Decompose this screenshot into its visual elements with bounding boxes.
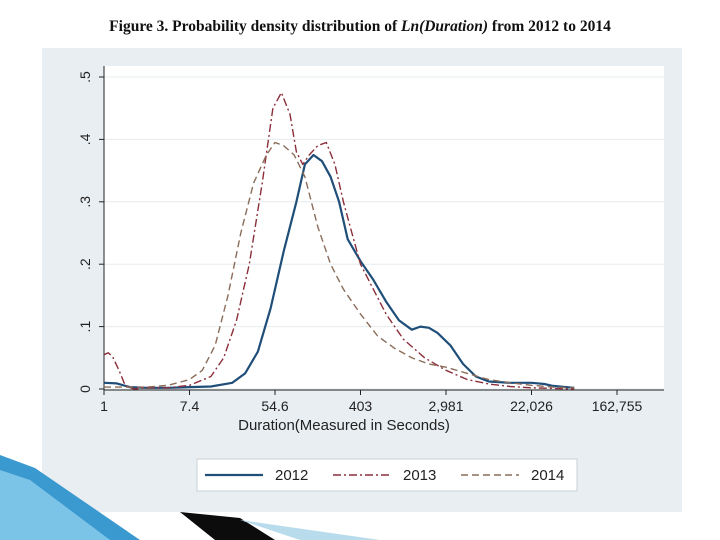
decor-stripe-dark [180, 512, 275, 540]
y-tick-label: .4 [77, 133, 93, 145]
series-line-2014 [104, 141, 575, 389]
plot-area [104, 66, 664, 390]
figure-title-italic: Ln(Duration) [400, 18, 488, 35]
density-chart: 0 .1 .2 .3 .4 .5 1 7.4 54.6 403 2,981 22,026 162,755… [77, 66, 664, 492]
y-tick-label: .3 [77, 196, 93, 208]
x-tick-label: 2,981 [428, 398, 463, 414]
decor-wave-light [0, 470, 110, 540]
figure-title-prefix: Figure 3. Probability density distributi… [109, 18, 401, 35]
x-tick-label: 403 [349, 398, 373, 414]
decor-stripe-light [240, 520, 380, 540]
legend-label-2012: 2012 [275, 467, 308, 484]
legend-label-2014: 2014 [531, 467, 564, 484]
series-line-2012 [103, 153, 575, 389]
series-line-2013 [103, 91, 575, 390]
x-tick-label: 162,755 [592, 398, 643, 414]
x-tick-label: 54.6 [261, 398, 288, 414]
figure-title: Figure 3. Probability density distributi… [0, 18, 720, 36]
legend-label-2013: 2013 [403, 467, 436, 484]
x-tick-label: 1 [100, 398, 108, 414]
x-tick-label: 22,026 [510, 398, 553, 414]
x-axis-title: Duration(Measured in Seconds) [238, 417, 450, 434]
chart-panel: 0 .1 .2 .3 .4 .5 1 7.4 54.6 403 2,981 22,026 162,755… [42, 48, 682, 512]
x-tick-label: 7.4 [180, 398, 200, 414]
y-tick-label: 0 [77, 385, 93, 393]
y-tick-label: .5 [77, 71, 93, 83]
figure-title-suffix: from 2012 to 2014 [487, 18, 611, 35]
y-tick-label: .1 [77, 321, 93, 333]
y-tick-label: .2 [77, 258, 93, 270]
